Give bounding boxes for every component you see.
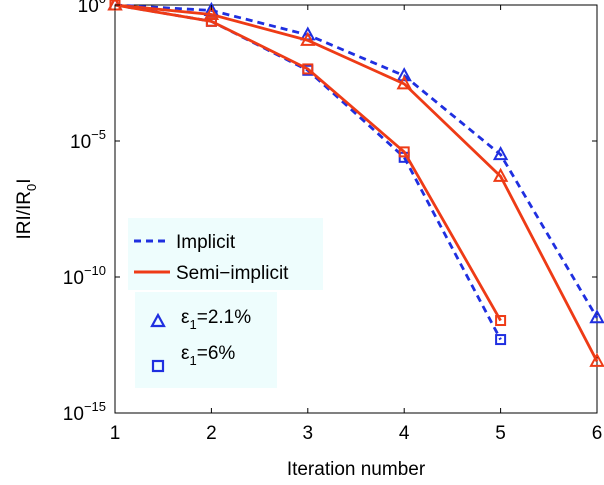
x-tick-label: 3 [303,423,314,444]
legend-square-marker [151,359,165,373]
square-point [495,334,507,346]
square-point [398,146,410,158]
tick-layer: 1 2 3 4 5 6 100 10−5 10−10 10−15 [63,0,602,444]
triangle-point [396,67,412,82]
y-tick-label: 10−10 [63,263,106,289]
y-tick-label: 100 [78,0,106,17]
legend-triangle-marker [150,312,166,328]
x-tick-label: 1 [110,423,121,444]
legend-box-lines [128,218,323,290]
x-axis-title: Iteration number [287,459,426,480]
x-tick-label: 5 [495,423,506,444]
legend-eps-square-label: ε1=6% [181,343,235,368]
square-point [495,315,507,327]
series-line-semi-implicit-square [114,3,502,322]
x-tick-label: 6 [592,423,603,444]
legend-semi-implicit-label: Semi−implicit [176,263,289,284]
triangle-point [492,146,509,161]
triangle-point [203,5,220,21]
x-tick-label: 2 [206,423,217,444]
y-tick-label: 10−15 [63,399,106,425]
y-tick-label: 10−5 [70,127,106,153]
legend-eps-triangle-label: ε1=2.1% [181,307,251,332]
triangle-point [396,75,412,90]
square-point [302,63,314,75]
x-tick-label: 4 [399,423,410,444]
series-line-implicit-triangle [114,3,599,319]
series-line-semi-implicit-triangle [114,3,599,362]
legend-implicit-label: Implicit [176,232,236,253]
square-point [205,15,217,27]
triangle-point [589,309,604,324]
triangle-point [589,352,604,367]
y-axis-title: IRI/IR0I [14,178,39,239]
triangle-point [492,167,509,182]
legend: Implicit Semi−implicit ε1=2.1% ε1=6% [128,218,323,388]
triangle-point [300,31,316,46]
